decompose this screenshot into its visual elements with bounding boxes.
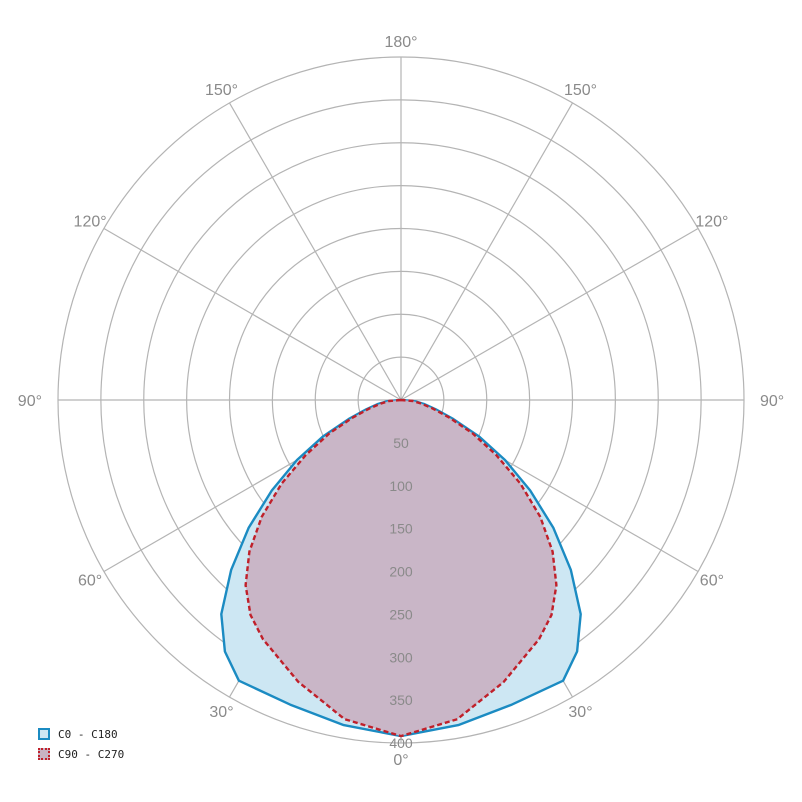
radial-tick-label-400: 400 [389, 735, 413, 751]
angle-label-30-right: 30° [568, 704, 592, 721]
series-layer [220, 398, 582, 738]
radial-tick-label-100: 100 [389, 478, 413, 494]
angle-label-60-right: 60° [700, 573, 724, 590]
legend-label-c90-c270: C90 - C270 [58, 747, 125, 761]
legend: C0 - C180 C90 - C270 [38, 724, 124, 764]
series-c90-c270 [244, 398, 558, 738]
angle-label-180: 180° [384, 34, 417, 51]
grid-spoke-150 [400, 102, 574, 401]
angle-label-120-right: 120° [695, 214, 728, 231]
angle-label-30-left: 30° [209, 704, 233, 721]
legend-item-c0-c180[interactable]: C0 - C180 [38, 724, 124, 744]
legend-label-c0-c180: C0 - C180 [58, 727, 118, 741]
angle-label-60-left: 60° [78, 573, 102, 590]
radial-tick-label-200: 200 [389, 564, 413, 580]
legend-swatch-c0-c180 [38, 728, 50, 740]
angle-label-90-right: 90° [760, 393, 784, 410]
radial-tick-label-300: 300 [389, 649, 413, 665]
legend-swatch-c90-c270 [38, 748, 50, 760]
angle-label-0: 0° [393, 752, 408, 769]
radial-tick-label-350: 350 [389, 692, 413, 708]
angle-label-90-left: 90° [18, 393, 42, 410]
angle-label-120-left: 120° [74, 214, 107, 231]
radial-tick-label-50: 50 [393, 435, 409, 451]
grid-spoke-120 [400, 227, 699, 401]
grid-spoke-240 [103, 227, 402, 401]
angle-label-150-right: 150° [564, 82, 597, 99]
angle-label-150-left: 150° [205, 82, 238, 99]
radial-tick-label-150: 150 [389, 521, 413, 537]
legend-item-c90-c270[interactable]: C90 - C270 [38, 744, 124, 764]
grid-spoke-210 [228, 102, 402, 401]
radial-tick-label-250: 250 [389, 606, 413, 622]
